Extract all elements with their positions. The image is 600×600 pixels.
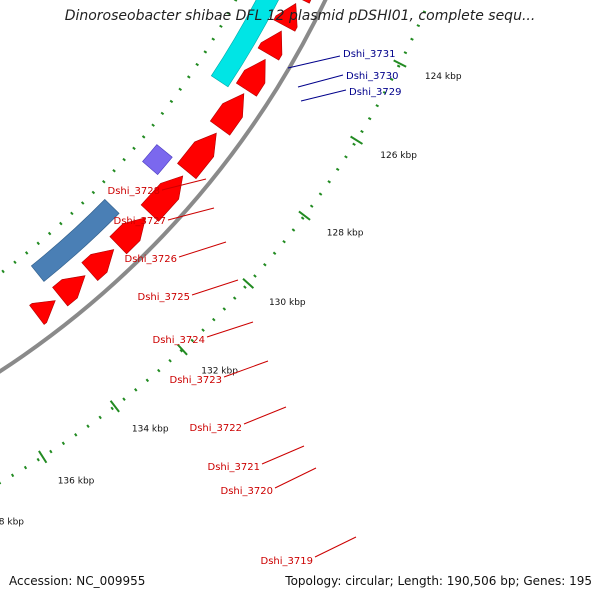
gene-label-leader	[178, 241, 227, 258]
gene-label: Dshi_3720	[221, 486, 273, 497]
gene-label-leader	[274, 467, 317, 489]
kbp-tick-label: 134 kbp	[132, 425, 169, 435]
gene-label-leader	[300, 89, 347, 102]
kbp-tick-label: 126 kbp	[380, 151, 417, 161]
kbp-tick-mark	[393, 59, 407, 68]
gene-label-leader	[261, 445, 305, 465]
forward-cds-arrow	[52, 275, 86, 307]
sequence-summary-text: Topology: circular; Length: 190,506 bp; …	[285, 574, 592, 588]
kbp-tick-mark	[242, 277, 255, 289]
gene-label-leader	[287, 55, 341, 69]
kbp-tick-label: 136 kbp	[58, 476, 95, 486]
gene-label-leader	[206, 321, 254, 338]
kbp-tick-mark	[298, 210, 311, 221]
gene-label: Dshi_3729	[349, 87, 401, 98]
map-title: Dinoroseobacter shibae DFL 12 plasmid pD…	[64, 8, 536, 24]
gene-label-leader	[243, 406, 287, 425]
gene-label-layer: Dshi_3731 Dshi_3730 Dshi_3729 Dshi_3728 Dshi…	[108, 49, 402, 567]
kbp-tick-label: 128 kbp	[327, 229, 364, 239]
forward-cds-arrow	[273, 2, 298, 32]
gene-label: Dshi_3728	[108, 186, 160, 197]
backbone-track	[0, 0, 328, 374]
kbp-tick-mark	[38, 450, 48, 464]
gene-label: Dshi_3730	[346, 71, 398, 82]
kbp-tick-mark	[350, 135, 363, 145]
plasmid-backbone	[0, 0, 328, 374]
gene-label-leader	[191, 279, 239, 296]
gene-label: Dshi_3727	[114, 216, 166, 227]
kbp-tick-mark	[176, 343, 188, 356]
forward-cds-arrow	[177, 132, 217, 180]
forward-cds-arrow	[29, 300, 56, 325]
kbp-tick-label: 138 kbp	[0, 517, 24, 527]
tick-track: 138 kbp 136 kbp 134 kbp 132 kbp 130 kbp 128 k…	[0, 0, 462, 527]
cyan-feature	[210, 0, 279, 88]
kbp-tick-label: 124 kbp	[425, 72, 462, 82]
gene-label: Dshi_3721	[208, 462, 260, 473]
gene-label: Dshi_3731	[343, 49, 395, 60]
steelblue-feature	[30, 198, 120, 282]
gene-label: Dshi_3725	[138, 292, 190, 303]
forward-cds-arrow	[235, 58, 266, 97]
gene-label-leader	[223, 360, 269, 378]
gene-label-leader	[297, 74, 344, 88]
feature-track	[29, 0, 312, 325]
gene-label: Dshi_3722	[190, 423, 242, 434]
gene-label: Dshi_3723	[170, 375, 222, 386]
forward-cds-arrow	[209, 93, 245, 136]
gene-label-leader	[314, 536, 357, 558]
kbp-tick-label: 132 kbp	[201, 366, 238, 376]
forward-cds-arrow	[140, 175, 184, 222]
gene-label-leader	[167, 207, 215, 221]
gene-label: Dshi_3726	[125, 254, 177, 265]
gene-label-leader	[161, 178, 207, 191]
accession-text: Accession: NC_009955	[9, 574, 146, 588]
kbp-tick-mark	[109, 400, 120, 413]
gene-label: Dshi_3724	[153, 335, 205, 346]
forward-cds-arrow	[257, 30, 283, 61]
kbp-tick-label: 130 kbp	[269, 298, 306, 308]
forward-cds-arrow	[81, 249, 115, 281]
forward-cds-arrow	[109, 217, 146, 255]
forward-cds-arrow	[302, 0, 312, 4]
gene-label: Dshi_3719	[261, 556, 313, 567]
purple-feature	[142, 144, 173, 176]
